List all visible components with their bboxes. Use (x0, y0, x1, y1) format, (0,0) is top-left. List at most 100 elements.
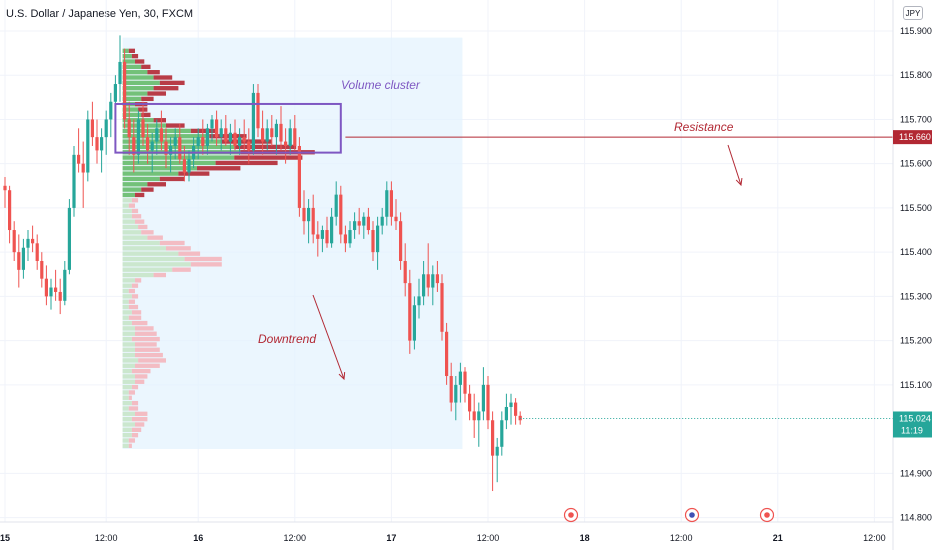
volume-profile-up-bar (122, 53, 132, 59)
volume-profile-down-bar (147, 91, 166, 96)
volume-profile-up-bar (122, 315, 129, 320)
volume-profile-down-bar (131, 384, 139, 390)
candle-body (297, 145, 301, 208)
candle-body (348, 230, 352, 244)
candle-body (182, 159, 186, 173)
price-axis-label: 115.400 (900, 247, 932, 257)
volume-profile-up-bar (122, 171, 179, 176)
volume-profile-down-bar (135, 379, 145, 384)
volume-profile-up-bar (122, 400, 132, 406)
candle-body (343, 234, 347, 244)
candle-body (136, 119, 140, 155)
candle-body (150, 141, 154, 151)
price-axis-label: 115.100 (900, 380, 932, 390)
candle-body (113, 84, 117, 102)
volume-profile-down-bar (135, 331, 157, 336)
candle-body (238, 137, 242, 146)
candle-body (169, 145, 173, 155)
volume-profile-up-bar (122, 336, 132, 342)
volume-profile-down-bar (221, 139, 272, 144)
volume-profile-down-bar (131, 53, 139, 59)
candle-body (26, 238, 30, 248)
candle-body (422, 274, 426, 297)
candle-body (178, 137, 182, 160)
candle-body (132, 137, 136, 155)
candle-body (316, 234, 320, 239)
volume-profile-up-bar (122, 416, 132, 422)
annotation-volume-cluster: Volume cluster (341, 78, 421, 92)
volume-profile-up-bar (122, 70, 148, 75)
candle-body (274, 123, 278, 138)
candle-body (435, 274, 439, 284)
volume-profile-up-bar (122, 432, 132, 438)
volume-profile-up-bar (122, 166, 197, 171)
volume-profile-up-bar (122, 262, 191, 267)
volume-profile-down-bar (234, 144, 297, 150)
volume-profile-up-bar (122, 384, 132, 390)
candle-body (302, 207, 306, 222)
volume-profile-down-bar (141, 112, 151, 118)
candle-body (454, 384, 458, 403)
volume-profile-down-bar (135, 278, 142, 283)
volume-profile-down-bar (135, 59, 145, 64)
price-axis-label: 115.800 (900, 70, 932, 80)
candle-body (224, 128, 228, 142)
candle-body (109, 101, 113, 120)
candle-body (251, 92, 255, 151)
downtrend-arrow (312, 294, 345, 380)
volume-profile-up-bar (122, 107, 139, 112)
candle-body (431, 274, 435, 288)
volume-profile-up-bar (122, 112, 142, 118)
candle-body (389, 190, 393, 217)
candle-body (265, 128, 269, 142)
volume-profile-up-bar (122, 267, 173, 272)
volume-profile-down-bar (159, 80, 185, 86)
candle-body (463, 371, 467, 394)
volume-profile-down-bar (153, 75, 173, 80)
candle-body (426, 274, 430, 288)
candle-body (187, 159, 191, 173)
volume-profile-down-bar (131, 427, 142, 432)
volume-profile-up-bar (122, 411, 135, 416)
price-axis-label: 115.500 (900, 203, 932, 213)
volume-profile-down-bar (159, 240, 185, 246)
volume-profile-up-bar (122, 294, 132, 299)
resistance-arrow-head (735, 177, 743, 187)
volume-profile-down-bar (138, 358, 166, 363)
candle-body (146, 137, 150, 151)
volume-profile-down-bar (128, 406, 139, 411)
last-price-tag-label: 115.024 (899, 413, 931, 423)
volume-profile-down-bar (166, 246, 191, 251)
volume-profile-up-bar (122, 182, 148, 187)
candle-body (481, 384, 485, 412)
volume-profile-down-bar (128, 390, 135, 395)
candle-body (242, 137, 246, 142)
volume-profile-up-bar (122, 438, 129, 443)
candle-body (155, 128, 159, 142)
candle-body (339, 194, 343, 235)
candle-body (164, 141, 168, 155)
volume-profile-down-bar (131, 294, 139, 299)
candle-body (17, 252, 21, 270)
resistance-arrow (727, 144, 742, 186)
volume-profile-up-bar (122, 310, 132, 315)
volume-profile-down-bar (131, 416, 148, 422)
volume-profile-down-bar (128, 443, 132, 449)
candle-body (118, 61, 122, 85)
event-marker-dot (764, 512, 770, 518)
volume-profile-up-bar (122, 64, 142, 70)
volume-profile-down-bar (209, 134, 247, 139)
candle-body (399, 221, 403, 261)
price-axis-label: 115.700 (900, 114, 932, 124)
volume-profile-down-bar (135, 219, 145, 224)
volume-profile-down-bar (172, 267, 191, 272)
candle-body (403, 261, 407, 284)
candle-body (159, 128, 163, 142)
volume-profile-down-bar (141, 230, 154, 235)
volume-profile-up-bar (122, 368, 132, 374)
candle-body (380, 216, 384, 226)
currency-badge[interactable]: JPY (903, 6, 923, 20)
candle-body (104, 119, 108, 138)
